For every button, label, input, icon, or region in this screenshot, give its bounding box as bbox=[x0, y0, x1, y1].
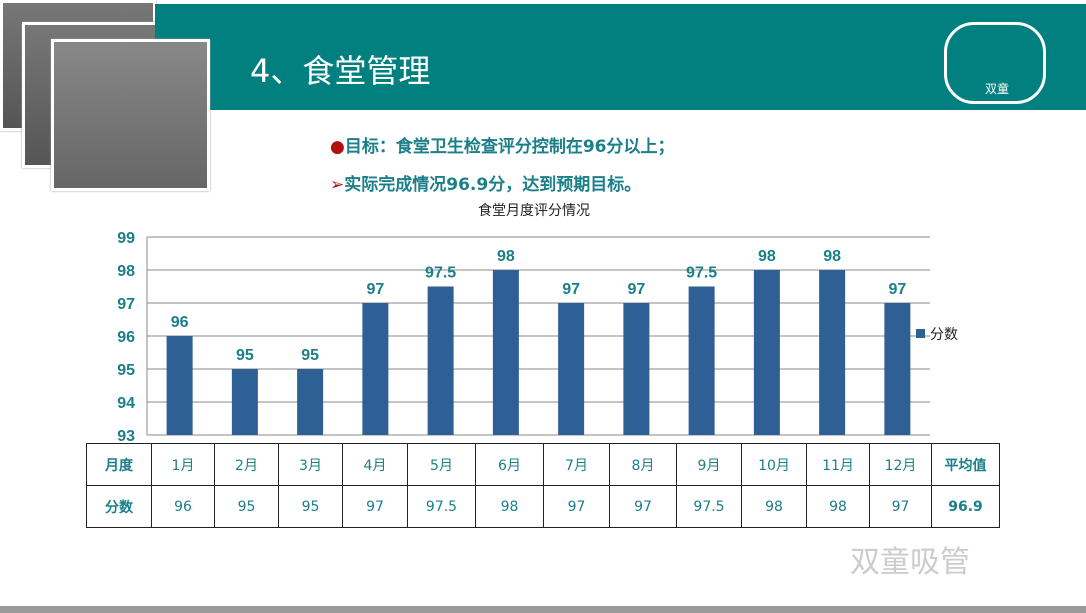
header-cell: 2月 bbox=[214, 443, 279, 486]
data-label: 97 bbox=[627, 281, 645, 298]
bar bbox=[819, 270, 846, 435]
header-cell: 7月 bbox=[543, 443, 610, 486]
data-label: 98 bbox=[497, 248, 515, 265]
data-label: 95 bbox=[301, 347, 319, 364]
score-cell: 95 bbox=[278, 485, 343, 528]
y-tick-label: 96 bbox=[117, 329, 135, 346]
score-cell: 97 bbox=[869, 485, 932, 528]
watermark: 双童吸管 bbox=[850, 545, 970, 580]
header-cell: 11月 bbox=[806, 443, 870, 486]
score-cell: 98 bbox=[806, 485, 870, 528]
score-cell: 分数 bbox=[86, 485, 152, 528]
score-table: 月度 1月 2月 3月 4月 5月 6月 7月 8月 9月 10月 11月 12月 平均值 分数 96 95 95… bbox=[86, 443, 1000, 528]
brand-logo: 双童 bbox=[944, 22, 1046, 104]
header-cell: 1月 bbox=[151, 443, 215, 486]
bar bbox=[623, 303, 650, 435]
score-cell: 96 bbox=[151, 485, 215, 528]
data-label: 97.5 bbox=[686, 265, 717, 282]
score-cell: 98 bbox=[741, 485, 807, 528]
bar bbox=[427, 286, 454, 435]
y-tick-label: 97 bbox=[117, 296, 135, 313]
bar bbox=[884, 303, 911, 435]
straws-photo bbox=[51, 39, 210, 191]
score-cell: 97 bbox=[342, 485, 408, 528]
header-cell: 5月 bbox=[407, 443, 476, 486]
header-cell: 8月 bbox=[609, 443, 677, 486]
y-tick-label: 94 bbox=[117, 395, 135, 412]
legend-label: 分数 bbox=[930, 327, 958, 343]
y-tick-label: 99 bbox=[117, 230, 135, 247]
bar bbox=[558, 303, 585, 435]
data-label: 97 bbox=[888, 281, 906, 298]
score-cell: 96.9 bbox=[931, 485, 1000, 528]
data-label: 98 bbox=[823, 248, 841, 265]
y-tick-label: 98 bbox=[117, 263, 135, 280]
data-label: 97 bbox=[366, 281, 384, 298]
header-cell: 6月 bbox=[475, 443, 544, 486]
score-cell: 97 bbox=[543, 485, 610, 528]
bottom-bar bbox=[0, 606, 1086, 613]
page-title: 4、食堂管理 bbox=[250, 52, 431, 90]
score-cell: 95 bbox=[214, 485, 279, 528]
header-cell: 3月 bbox=[278, 443, 343, 486]
header-banner bbox=[155, 4, 1086, 110]
score-cell: 97 bbox=[609, 485, 677, 528]
data-label: 96 bbox=[171, 314, 189, 331]
y-tick-label: 93 bbox=[117, 428, 135, 445]
bar bbox=[753, 270, 780, 435]
bar bbox=[231, 369, 258, 435]
data-label: 98 bbox=[758, 248, 776, 265]
bar bbox=[297, 369, 324, 435]
header-cell: 12月 bbox=[869, 443, 932, 486]
data-label: 97 bbox=[562, 281, 580, 298]
result-bullet: ➢实际完成情况96.9分，达到预期目标。 bbox=[330, 175, 642, 195]
chart-title: 食堂月度评分情况 bbox=[478, 203, 590, 219]
data-label: 95 bbox=[236, 347, 254, 364]
goal-bullet: ●目标：食堂卫生检查评分控制在96分以上； bbox=[330, 137, 675, 157]
score-cell: 97.5 bbox=[676, 485, 742, 528]
legend-swatch bbox=[916, 329, 925, 338]
bar bbox=[166, 336, 193, 435]
y-tick-label: 95 bbox=[117, 362, 135, 379]
bar bbox=[688, 286, 715, 435]
header-cell: 平均值 bbox=[931, 443, 1000, 486]
score-cell: 98 bbox=[475, 485, 544, 528]
bar bbox=[362, 303, 389, 435]
header-cell: 4月 bbox=[342, 443, 408, 486]
header-cell: 10月 bbox=[741, 443, 807, 486]
data-label: 97.5 bbox=[425, 265, 456, 282]
header-cell: 9月 bbox=[676, 443, 742, 486]
header-cell: 月度 bbox=[86, 443, 152, 486]
score-cell: 97.5 bbox=[407, 485, 476, 528]
bar bbox=[492, 270, 519, 435]
